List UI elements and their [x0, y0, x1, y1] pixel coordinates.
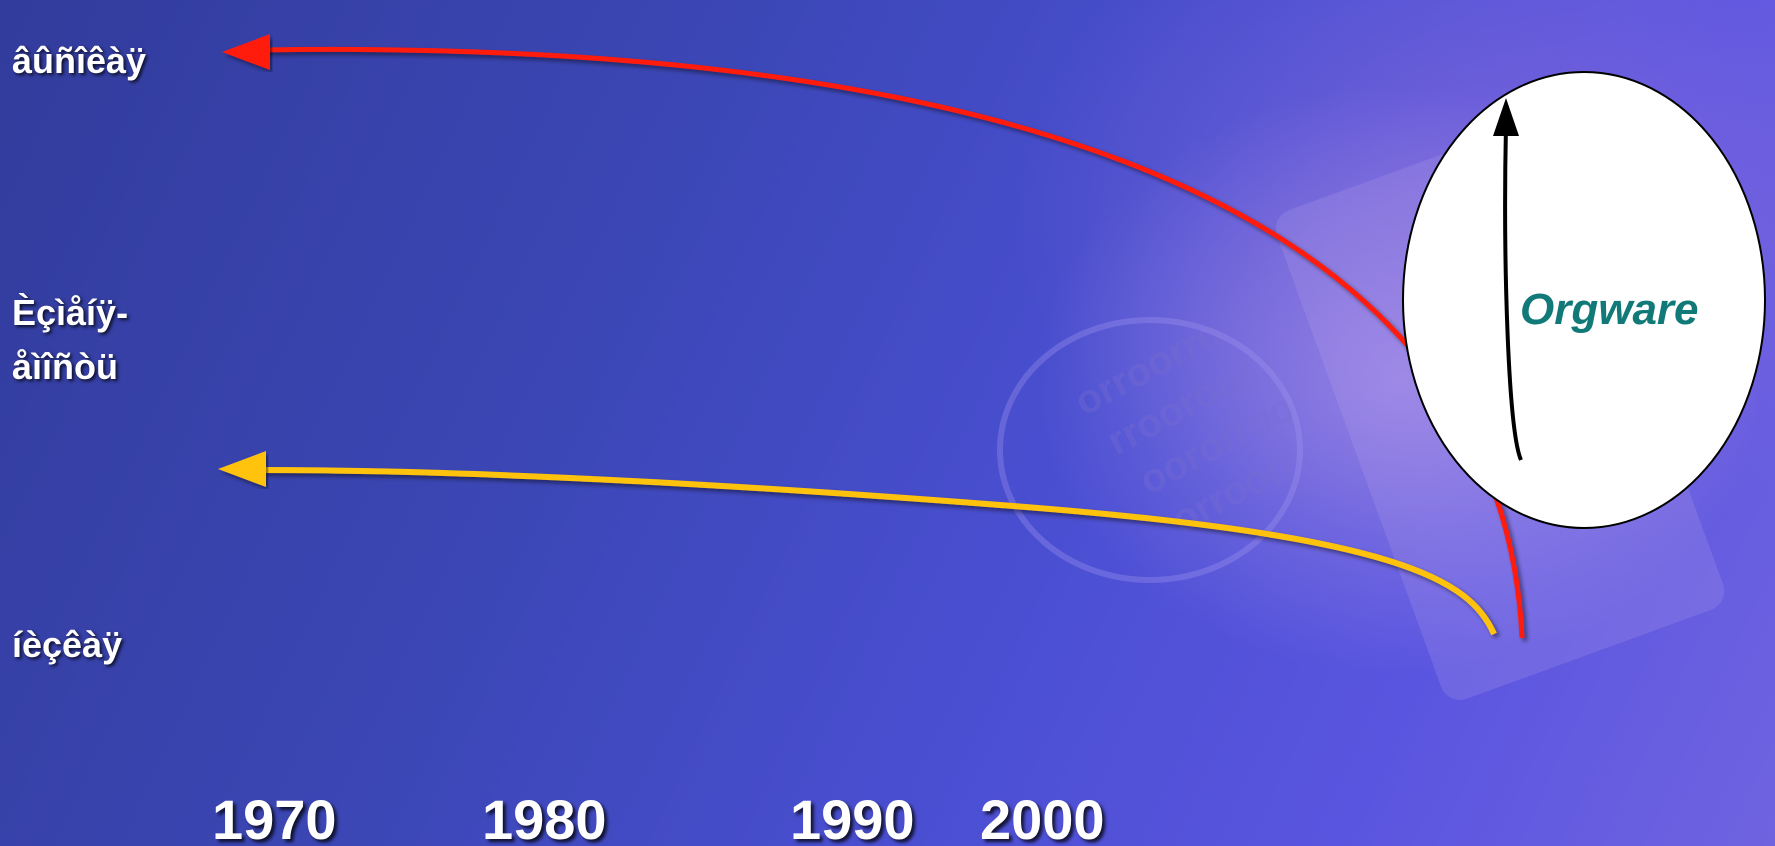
y-label-mid-line2: åìîñòü [12, 346, 118, 387]
orgware-bubble [1402, 71, 1766, 529]
yellow-curve [261, 467, 1497, 636]
y-label-high: âûñîêàÿ [12, 40, 147, 81]
x-tick-1970: 1970 [212, 788, 337, 846]
red-curve [261, 46, 1525, 639]
orgware-label: Orgware [1520, 285, 1699, 334]
x-tick-2000: 2000 [980, 788, 1105, 846]
arrow-up-icon [1493, 98, 1519, 136]
y-label-mid-line1: Èçìåíÿ- [12, 292, 129, 333]
yellow-arrowhead-icon [218, 451, 266, 487]
x-tick-1990: 1990 [790, 788, 915, 846]
red-arrowhead-icon [222, 34, 270, 70]
orgware-arrow-line [1503, 124, 1523, 461]
x-tick-1980: 1980 [482, 788, 607, 846]
y-label-low: íèçêàÿ [12, 624, 123, 665]
